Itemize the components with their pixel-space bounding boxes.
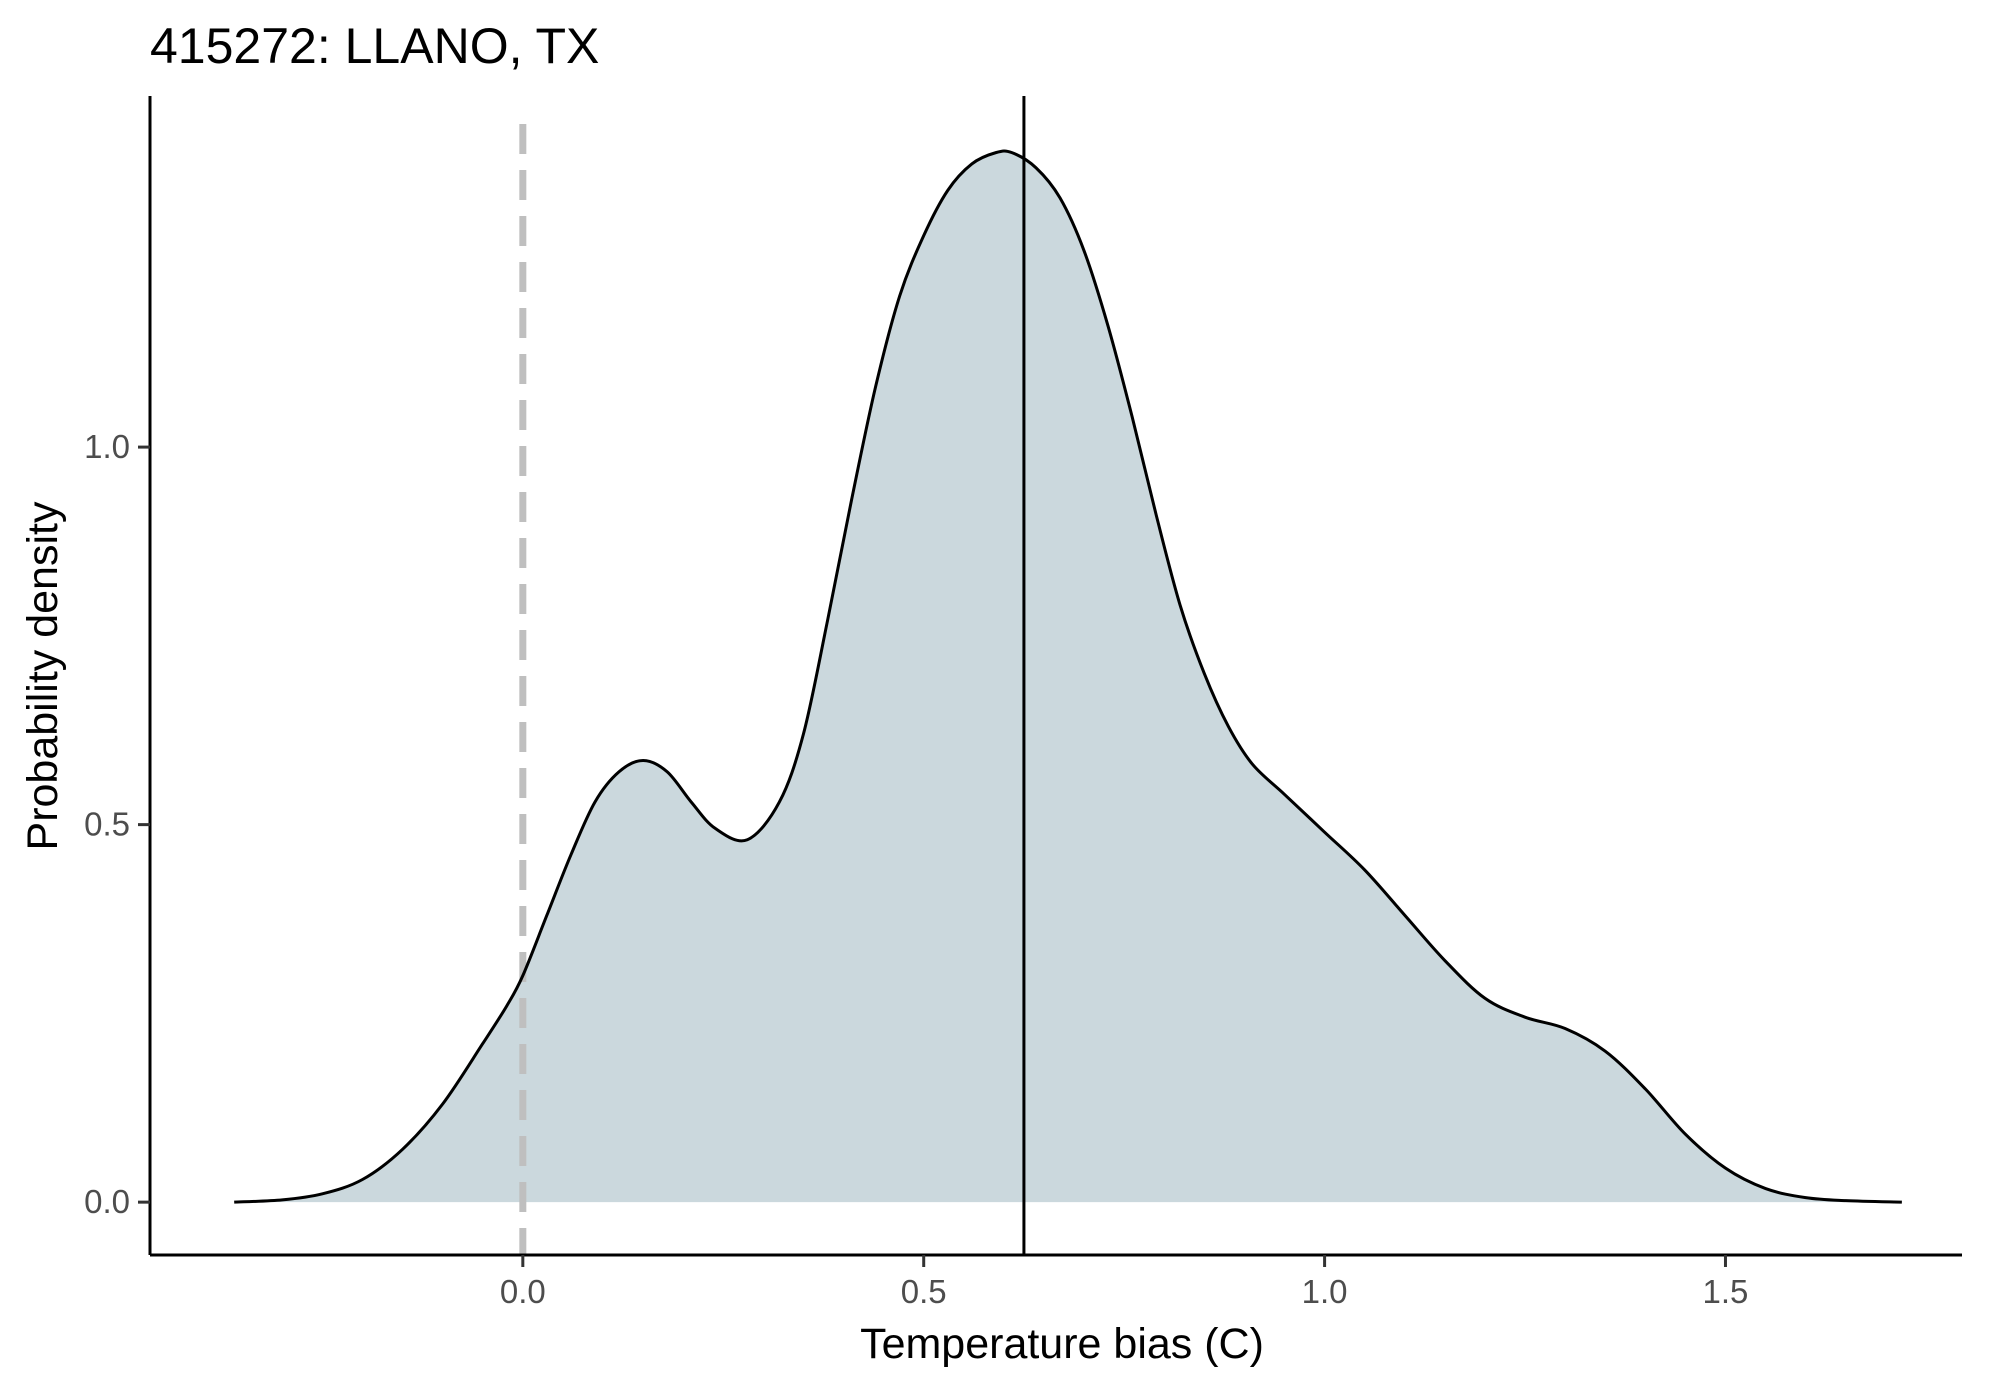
density-area <box>234 150 1902 1203</box>
axes: 0.0 0.5 1.0 1.5 0.0 0.5 1.0 <box>84 96 1962 1310</box>
x-tick-label: 1.0 <box>1302 1273 1348 1310</box>
y-tick-label: 1.0 <box>84 428 130 465</box>
plot-area <box>234 96 1902 1255</box>
chart-title: 415272: LLANO, TX <box>150 18 599 74</box>
y-tick-label: 0.5 <box>84 806 130 843</box>
x-tick-label: 0.5 <box>901 1273 947 1310</box>
y-tick-label: 0.0 <box>84 1183 130 1220</box>
x-tick-label: 1.5 <box>1703 1273 1749 1310</box>
density-curve <box>234 149 1902 1204</box>
x-axis-title: Temperature bias (C) <box>860 1320 1264 1368</box>
y-axis-title: Probability density <box>19 501 67 850</box>
x-tick-label: 0.0 <box>500 1273 546 1310</box>
